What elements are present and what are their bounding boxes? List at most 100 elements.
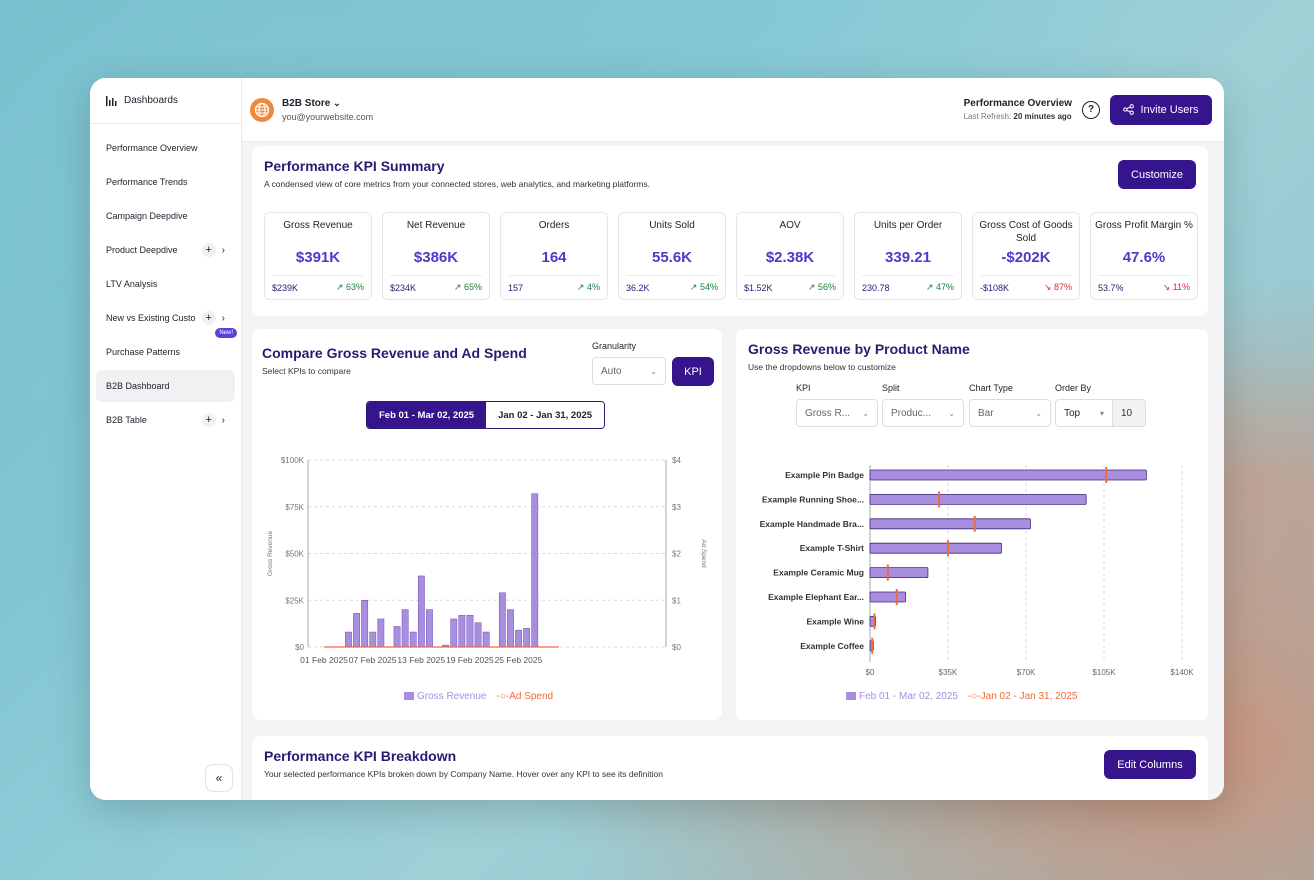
kpi-card[interactable]: Gross Revenue $391K $239K ↗ 63% — [264, 212, 372, 300]
kpi-previous: $239K — [272, 282, 299, 293]
plus-icon[interactable]: + — [201, 311, 216, 325]
revenue-bar — [474, 622, 482, 648]
revenue-bar — [417, 575, 425, 648]
sidebar-item-product-deepdive[interactable]: Product Deepdive + › — [96, 234, 235, 266]
kpi-name: Gross Revenue — [283, 220, 353, 231]
kpi-name: Gross Profit Margin % — [1095, 220, 1193, 231]
revenue-bar — [409, 631, 417, 648]
revenue-bar — [482, 631, 490, 648]
chevron-right-icon[interactable]: › — [221, 414, 225, 426]
compare-title: Compare Gross Revenue and Ad Spend — [262, 345, 527, 361]
revenue-bar — [869, 494, 1087, 505]
help-icon[interactable]: ? — [1082, 100, 1100, 119]
line-marker-icon: -○- — [967, 691, 981, 702]
kpi-name: AOV — [779, 220, 801, 231]
chevron-right-icon[interactable]: › — [221, 244, 225, 256]
kpi-card[interactable]: Gross Cost of Goods Sold -$202K -$108K ↘ 87… — [972, 212, 1080, 300]
legend-current-range[interactable]: Feb 01 - Mar 02, 2025 — [846, 691, 958, 702]
share-icon — [1123, 104, 1135, 115]
revenue-bar — [393, 626, 401, 648]
new-badge: New! — [215, 328, 237, 338]
sidebar-item-label: New vs Existing Custo — [106, 313, 196, 323]
y2-tick-label: $1 — [672, 596, 681, 605]
product-chart-card: Gross Revenue by Product Name Use the dr… — [736, 329, 1208, 720]
customize-button[interactable]: Customize — [1118, 160, 1196, 189]
kpi-value: -$202K — [1001, 249, 1051, 266]
sidebar-item-performance-trends[interactable]: Performance Trends — [96, 166, 235, 198]
sidebar-item-new-vs-existing[interactable]: New vs Existing Custo + › — [96, 302, 235, 334]
y-tick-label: $0 — [295, 643, 304, 652]
sidebar-item-campaign-deepdive[interactable]: Campaign Deepdive — [96, 200, 235, 232]
order-by-value: Top — [1064, 407, 1081, 419]
sidebar-header-label: Dashboards — [124, 95, 178, 106]
sidebar-item-b2b-dashboard[interactable]: B2B Dashboard — [96, 370, 235, 402]
y-tick-label: $50K — [285, 550, 304, 559]
kpi-select-label: KPI — [796, 383, 811, 393]
kpi-card[interactable]: AOV $2.38K $1.52K ↗ 56% — [736, 212, 844, 300]
app-window: Dashboards Performance Overview Performa… — [90, 78, 1224, 800]
compare-legend: Gross Revenue -○-Ad Spend — [404, 691, 553, 702]
chevron-right-icon[interactable]: › — [221, 312, 225, 324]
kpi-select[interactable]: Gross R... ⌄ — [796, 399, 878, 427]
revenue-bar — [507, 609, 514, 648]
kpi-card[interactable]: Units Sold 55.6K 36.2K ↗ 54% — [618, 212, 726, 300]
compare-chart: $0 $25K $50K $75K $100K $0 $1 $2 $3 $4 Gross Reven… — [267, 456, 707, 665]
line-marker-icon: -○- — [496, 691, 510, 702]
sidebar-item-performance-overview[interactable]: Performance Overview — [96, 132, 235, 164]
kpi-card[interactable]: Net Revenue $386K $234K ↗ 65% — [382, 212, 490, 300]
kpi-select-value: Gross R... — [805, 407, 851, 419]
kpi-previous: 53.7% — [1098, 282, 1124, 293]
kpi-value: 55.6K — [651, 249, 693, 266]
revenue-bar — [458, 614, 466, 648]
order-by-count-input[interactable]: 10 — [1113, 399, 1146, 427]
arrow-up-icon: ↗ — [925, 282, 934, 292]
sidebar-item-ltv-analysis[interactable]: LTV Analysis — [96, 268, 235, 300]
invite-users-button[interactable]: Invite Users — [1110, 94, 1212, 125]
granularity-select[interactable]: Auto ⌄ — [592, 357, 666, 385]
kpi-card[interactable]: Gross Profit Margin % 47.6% 53.7% ↘ 11% — [1090, 212, 1198, 300]
chevron-down-icon[interactable]: ⌄ — [333, 97, 341, 108]
breakdown-subtitle: Your selected performance KPIs broken do… — [264, 769, 663, 779]
sidebar-header[interactable]: Dashboards — [90, 78, 241, 124]
kpi-card[interactable]: Units per Order 339.21 230.78 ↗ 47% — [854, 212, 962, 300]
order-by-select[interactable]: Top ▾ — [1055, 399, 1113, 427]
y-tick-label: $25K — [285, 596, 304, 605]
category-label: Example Running Shoe... — [762, 494, 864, 504]
revenue-bar — [869, 591, 907, 603]
legend-ad-spend[interactable]: -○-Ad Spend — [496, 691, 553, 702]
edit-columns-button[interactable]: Edit Columns — [1104, 750, 1196, 779]
category-label: Example Wine — [806, 616, 864, 626]
sidebar-item-purchase-patterns[interactable]: Purchase Patterns New! — [96, 328, 237, 368]
range-previous-tab[interactable]: Jan 02 - Jan 31, 2025 — [486, 402, 605, 428]
date-range-toggle: Feb 01 - Mar 02, 2025 Jan 02 - Jan 31, 2… — [366, 401, 606, 429]
kpi-value: 339.21 — [885, 249, 931, 266]
plus-icon[interactable]: + — [201, 413, 216, 427]
range-current-tab[interactable]: Feb 01 - Mar 02, 2025 — [367, 402, 487, 428]
kpi-value: $391K — [295, 249, 341, 266]
x-tick-label: $35K — [939, 668, 958, 677]
last-refresh-label: Last Refresh: — [963, 112, 1012, 121]
kpi-card[interactable]: Orders 164 157 ↗ 4% — [500, 212, 608, 300]
chart-type-label: Chart Type — [969, 383, 1013, 393]
chart-type-select[interactable]: Bar ⌄ — [969, 399, 1051, 427]
split-select[interactable]: Produc... ⌄ — [882, 399, 964, 427]
chevron-down-icon: ⌄ — [948, 408, 955, 418]
compare-chart-card: Compare Gross Revenue and Ad Spend Selec… — [252, 329, 722, 720]
collapse-sidebar-button[interactable]: « — [205, 764, 233, 792]
y2-tick-label: $2 — [672, 550, 681, 559]
store-switcher[interactable]: B2B Store ⌄ you@yourwebsite.com — [250, 97, 373, 122]
product-subtitle: Use the dropdowns below to customize — [748, 362, 896, 372]
kpi-change: 54% — [699, 282, 718, 292]
kpi-previous: $234K — [390, 282, 417, 293]
plus-icon[interactable]: + — [201, 243, 216, 257]
sidebar-item-b2b-table[interactable]: B2B Table + › — [96, 404, 235, 436]
main-content: B2B Store ⌄ you@yourwebsite.com Performa… — [242, 78, 1224, 800]
last-refresh-value: 20 minutes ago — [1013, 112, 1072, 121]
revenue-bar — [498, 592, 506, 648]
x-tick-label: $105K — [1092, 668, 1116, 677]
kpi-button[interactable]: KPI — [672, 357, 714, 386]
legend-gross-revenue[interactable]: Gross Revenue — [404, 691, 486, 702]
legend-previous-range[interactable]: -○-Jan 02 - Jan 31, 2025 — [968, 691, 1077, 702]
chevron-down-icon: ⌄ — [862, 408, 869, 418]
split-select-label: Split — [882, 383, 900, 393]
